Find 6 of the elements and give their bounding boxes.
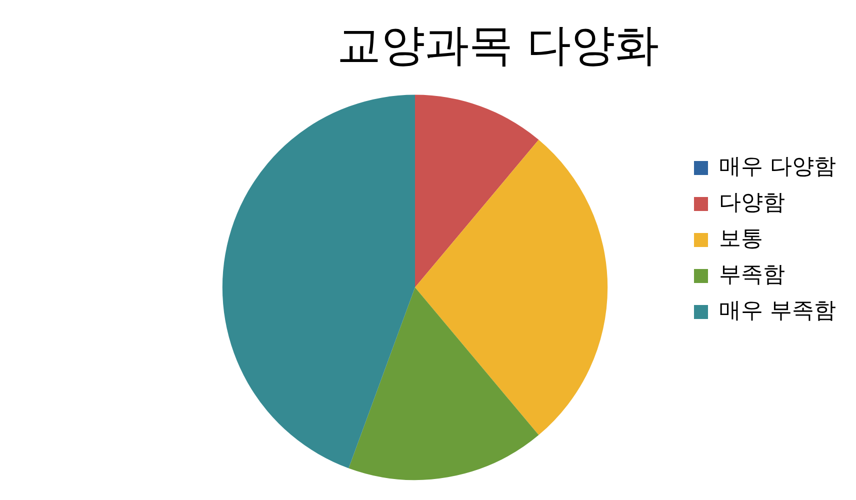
legend-label: 다양함 <box>719 190 786 216</box>
chart-title: 교양과목 다양화 <box>337 20 659 71</box>
legend-label: 매우 다양함 <box>719 154 836 180</box>
legend-label: 보통 <box>719 226 764 252</box>
legend-label: 부족함 <box>719 262 786 288</box>
legend-label: 매우 부족함 <box>719 298 836 324</box>
